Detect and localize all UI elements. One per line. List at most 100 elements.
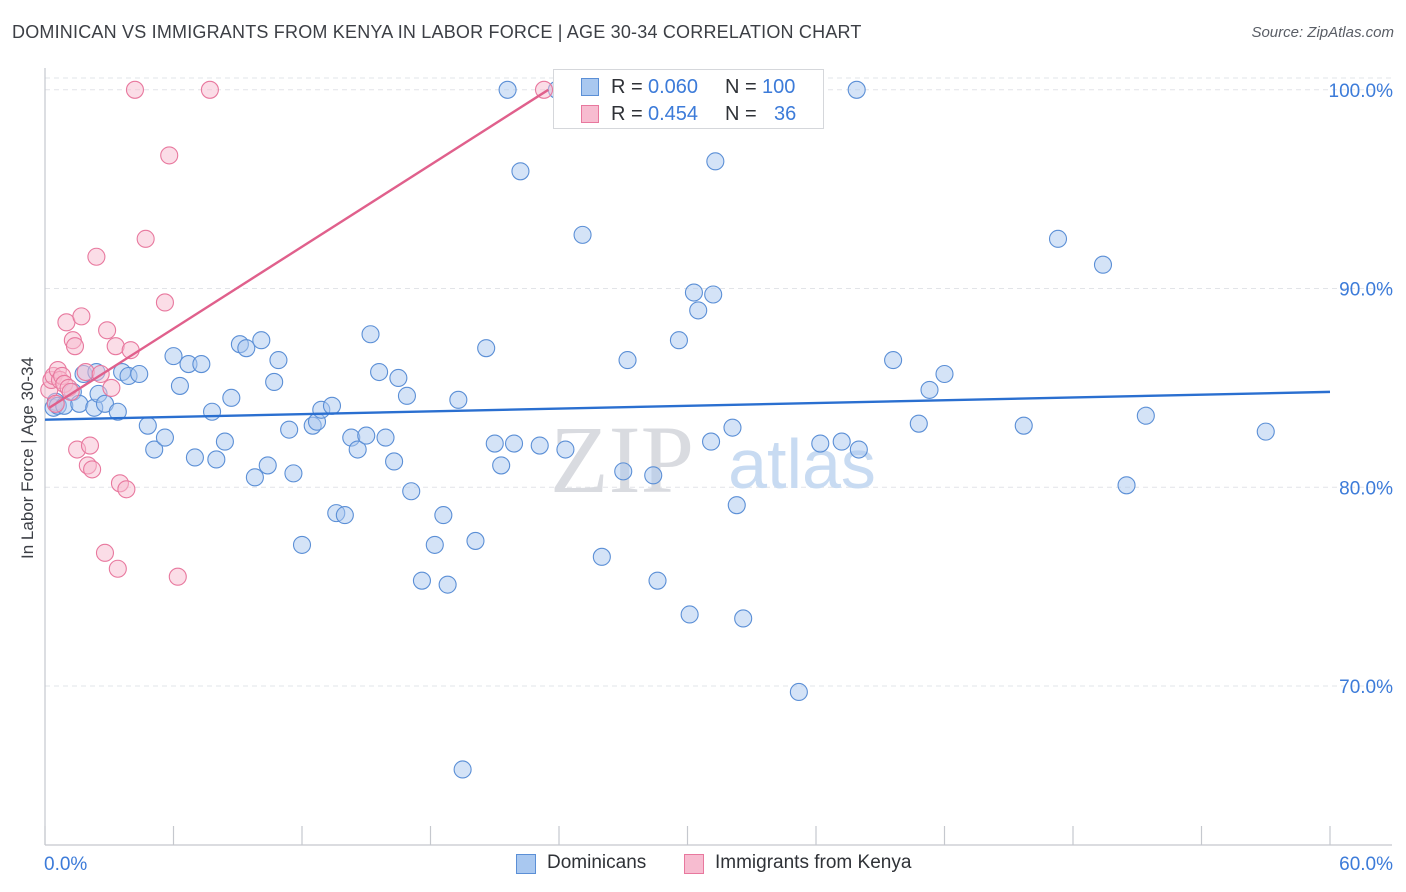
dominicans-point [370, 362, 389, 382]
dominicans-point [573, 225, 592, 244]
trend-lines [44, 88, 1331, 421]
kenya-point [72, 307, 91, 326]
dominicans-point [1014, 416, 1033, 435]
watermark-atlas: atlas [728, 425, 876, 503]
legend-swatch-blue [581, 78, 599, 96]
dominicans-point [530, 436, 549, 455]
dominicans-point [727, 496, 746, 515]
legend-r-value: 0.454 [648, 103, 699, 125]
dominicans-point [1048, 229, 1068, 248]
kenya-trend-line [48, 88, 549, 409]
dominicans-point [185, 448, 204, 467]
kenya-point [65, 337, 85, 356]
dominicans-point [832, 432, 851, 451]
kenya-points [40, 80, 554, 586]
legend-swatch-pink [684, 854, 704, 874]
dominicans-point [357, 426, 376, 445]
kenya-point [136, 229, 155, 248]
watermark: ZIP atlas [550, 406, 876, 513]
legend-n-value: 100 [762, 76, 796, 98]
dominicans-point [511, 162, 530, 181]
dominicans-point [689, 301, 708, 320]
tick-labels: 70.0% 80.0% 90.0% 100.0% 0.0% 60.0% [44, 81, 1393, 875]
kenya-point [125, 80, 144, 99]
dominicans-point [361, 325, 380, 344]
dominicans-point [849, 440, 868, 459]
dominicans-trend-line [44, 390, 1331, 421]
dominicans-point [485, 434, 504, 453]
dominicans-point [95, 394, 115, 413]
dominicans-point [614, 462, 633, 481]
chart-title: DOMINICAN VS IMMIGRANTS FROM KENYA IN LA… [12, 22, 862, 42]
kenya-point [95, 543, 115, 562]
y-tick-label: 70.0% [1339, 677, 1393, 698]
kenya-point [76, 362, 95, 382]
legend-r-value: 0.060 [648, 76, 699, 98]
kenya-point [117, 480, 136, 499]
kenya-point [160, 146, 179, 165]
y-tick-label: 100.0% [1329, 81, 1394, 102]
source-credit: Source: ZipAtlas.com [1251, 24, 1394, 41]
dominicans-point [811, 434, 830, 453]
kenya-point [200, 80, 219, 99]
dominicans-point [477, 339, 496, 358]
dominicans-point [280, 420, 299, 439]
dominicans-point [389, 368, 408, 388]
legend-r-label: R = [611, 103, 643, 125]
dominicans-point [723, 418, 742, 437]
dominicans-point [245, 468, 264, 487]
dominicans-point [192, 355, 211, 374]
watermark-zip: ZIP [550, 406, 694, 513]
dominicans-point [284, 464, 303, 483]
kenya-point [102, 378, 121, 397]
y-tick-label: 80.0% [1339, 478, 1393, 499]
dominicans-point [498, 80, 517, 99]
dominicans-point [269, 351, 288, 370]
dominicans-point [704, 285, 723, 304]
dominicans-point [789, 682, 808, 702]
legend-swatch-blue [516, 854, 536, 874]
dominicans-point [702, 432, 721, 451]
dominicans-point [1256, 422, 1275, 441]
dominicans-point [130, 364, 149, 384]
x-tick-label: 0.0% [44, 854, 87, 875]
legend-r-label: R = [611, 76, 643, 98]
stats-legend: R = 0.060 N = 100 R = 0.454 N = 36 [553, 69, 824, 129]
dominicans-point [453, 760, 472, 779]
dominicans-point [207, 450, 226, 469]
dominicans-point [909, 414, 928, 433]
dominicans-point [492, 456, 511, 475]
dominicans-point [684, 283, 703, 302]
dominicans-point [292, 535, 312, 554]
dominicans-point [348, 440, 367, 459]
dominicans-point [449, 390, 468, 409]
y-tick-label: 90.0% [1339, 280, 1393, 301]
dominicans-point [222, 388, 241, 407]
kenya-point [98, 321, 117, 340]
y-axis-label: In Labor Force | Age 30-34 [18, 357, 37, 559]
dominicans-point [504, 434, 524, 453]
dominicans-point [397, 386, 416, 405]
kenya-point [106, 337, 125, 356]
dominicans-point [434, 506, 453, 525]
dominicans-point [203, 402, 222, 421]
series-legend: Dominicans Immigrants from Kenya [0, 852, 1406, 878]
axes [44, 68, 1392, 846]
dominicans-point [385, 452, 404, 471]
legend-n-value: 36 [774, 103, 797, 125]
dominicans-point [618, 351, 637, 370]
dominicans-point [466, 531, 485, 550]
dominicans-point [376, 428, 395, 447]
dominicans-point [402, 482, 421, 501]
dominicans-point [335, 506, 354, 525]
dominicans-point [920, 380, 939, 399]
dominicans-point [644, 466, 663, 485]
kenya-point [168, 567, 187, 586]
dominicans-point [669, 331, 688, 350]
kenya-point [80, 436, 100, 455]
legend-swatch-pink [581, 105, 599, 123]
dominicans-point [322, 396, 342, 415]
dominicans-point [108, 402, 127, 421]
dominicans-point [648, 571, 667, 590]
